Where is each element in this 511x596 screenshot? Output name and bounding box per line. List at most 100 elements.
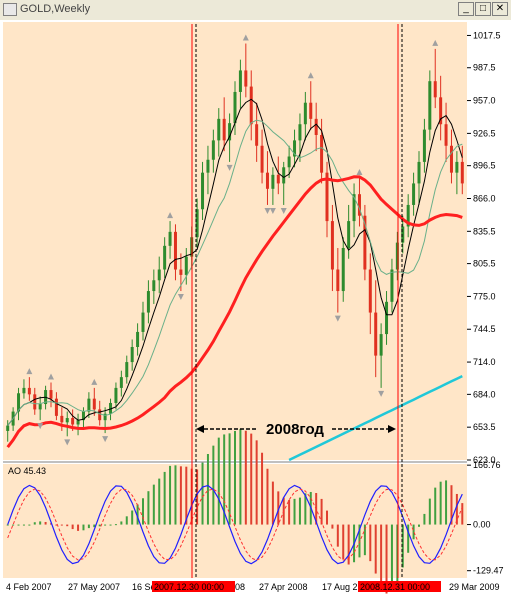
candle-body bbox=[439, 97, 443, 125]
fractal-down-mark bbox=[177, 294, 184, 301]
date-label: 4 Feb 2007 bbox=[6, 582, 52, 592]
candle-body bbox=[81, 411, 85, 421]
ma-mid-line bbox=[7, 119, 463, 426]
fractal-up-mark bbox=[242, 34, 249, 41]
ao-bar bbox=[136, 504, 139, 525]
candle-body bbox=[168, 231, 172, 246]
candle-body bbox=[298, 124, 302, 141]
candle-body bbox=[412, 183, 416, 205]
candle-body bbox=[374, 312, 378, 356]
date-label: 08 bbox=[235, 582, 245, 592]
candle-body bbox=[54, 398, 58, 416]
ao-bar bbox=[44, 521, 47, 525]
candle-body bbox=[255, 124, 259, 146]
candle-body bbox=[303, 102, 307, 125]
date-label: 29 Mar 2009 bbox=[449, 582, 500, 592]
candle-body bbox=[38, 404, 42, 410]
fractal-down-mark bbox=[37, 423, 44, 430]
ao-bar bbox=[261, 452, 264, 525]
minimize-button[interactable]: _ bbox=[458, 2, 474, 16]
price-tick-label: 835.5 bbox=[473, 226, 496, 236]
candle-body bbox=[428, 81, 432, 130]
ao-bar bbox=[104, 524, 107, 526]
ao-layer bbox=[6, 428, 464, 594]
candle-body bbox=[265, 172, 269, 189]
title-bar[interactable]: GOLD,Weekly _ □ ✕ bbox=[0, 0, 511, 21]
chart-window-icon bbox=[3, 3, 17, 16]
candle-body bbox=[195, 209, 199, 238]
ao-bar bbox=[55, 524, 58, 526]
ao-bar bbox=[244, 430, 247, 525]
candle-body bbox=[17, 393, 21, 412]
price-tick-label: 623.0 bbox=[473, 455, 496, 465]
candle-body bbox=[136, 331, 140, 348]
candle-body bbox=[455, 161, 459, 173]
ao-bar bbox=[331, 524, 334, 529]
ao-bar bbox=[109, 524, 112, 526]
ao-label: AO 45.43 bbox=[8, 466, 46, 476]
ao-bar bbox=[206, 453, 209, 525]
fractal-down-mark bbox=[269, 207, 276, 214]
candle-body bbox=[406, 204, 410, 227]
date-highlight-bg bbox=[152, 581, 235, 592]
candle-body bbox=[314, 118, 318, 135]
ao-bar bbox=[196, 469, 199, 525]
candle-body bbox=[422, 129, 426, 162]
candle-body bbox=[444, 124, 448, 146]
fractal-down-mark bbox=[378, 390, 385, 397]
candle-body bbox=[184, 256, 188, 275]
candle-body bbox=[336, 269, 340, 292]
candle-body bbox=[287, 156, 291, 168]
candle-body bbox=[65, 418, 69, 423]
ao-bar bbox=[66, 524, 69, 527]
price-tick-label: 775.0 bbox=[473, 291, 496, 301]
candle-body bbox=[60, 415, 64, 423]
ao-bar bbox=[390, 524, 393, 592]
candle-body bbox=[146, 291, 150, 313]
candle-body bbox=[211, 140, 215, 160]
candle-body bbox=[6, 425, 10, 431]
ao-bar bbox=[461, 503, 464, 525]
ao-bar bbox=[385, 524, 388, 594]
ao-bar bbox=[250, 433, 253, 525]
ao-bar bbox=[363, 524, 366, 556]
candle-body bbox=[228, 123, 232, 141]
candle-body bbox=[87, 398, 91, 412]
price-tick-label: 653.5 bbox=[473, 422, 496, 432]
candle-body bbox=[222, 118, 226, 141]
candle-body bbox=[130, 347, 134, 363]
date-label: 27 May 2007 bbox=[68, 582, 120, 592]
candle-body bbox=[103, 413, 107, 421]
ao-bar bbox=[380, 524, 383, 587]
moving-averages-layer bbox=[6, 98, 463, 462]
candle-body bbox=[417, 161, 421, 184]
ao-bar bbox=[369, 524, 372, 562]
window-title: GOLD,Weekly bbox=[20, 3, 91, 15]
close-button[interactable]: ✕ bbox=[492, 2, 508, 16]
ao-bar bbox=[77, 524, 80, 531]
fractals-layer bbox=[26, 34, 439, 446]
ao-signal-red-line bbox=[7, 488, 463, 561]
candle-body bbox=[276, 174, 280, 184]
ao-tick-label: -129.47 bbox=[473, 566, 504, 576]
chart-area[interactable]: 2008год AO 45.43 1017.5 987.5 957.0 926.5 89… bbox=[0, 20, 511, 596]
price-tick-label: 957.0 bbox=[473, 96, 496, 106]
ao-bar bbox=[401, 524, 404, 568]
annotation-text: 2008год bbox=[266, 421, 324, 438]
ma-fast-line bbox=[7, 98, 463, 426]
price-tick-label: 987.5 bbox=[473, 63, 496, 73]
fractal-down-mark bbox=[280, 207, 287, 214]
ao-bar bbox=[298, 497, 301, 525]
ao-bar bbox=[163, 471, 166, 525]
candle-body bbox=[260, 145, 264, 173]
fractal-up-mark bbox=[48, 373, 54, 380]
ao-bar bbox=[131, 510, 134, 525]
ao-bar bbox=[158, 478, 161, 525]
restore-button[interactable]: □ bbox=[475, 2, 491, 16]
fractal-down-mark bbox=[226, 164, 233, 171]
ao-bar bbox=[445, 480, 448, 525]
candle-body bbox=[238, 70, 242, 92]
ao-bar bbox=[407, 524, 410, 553]
